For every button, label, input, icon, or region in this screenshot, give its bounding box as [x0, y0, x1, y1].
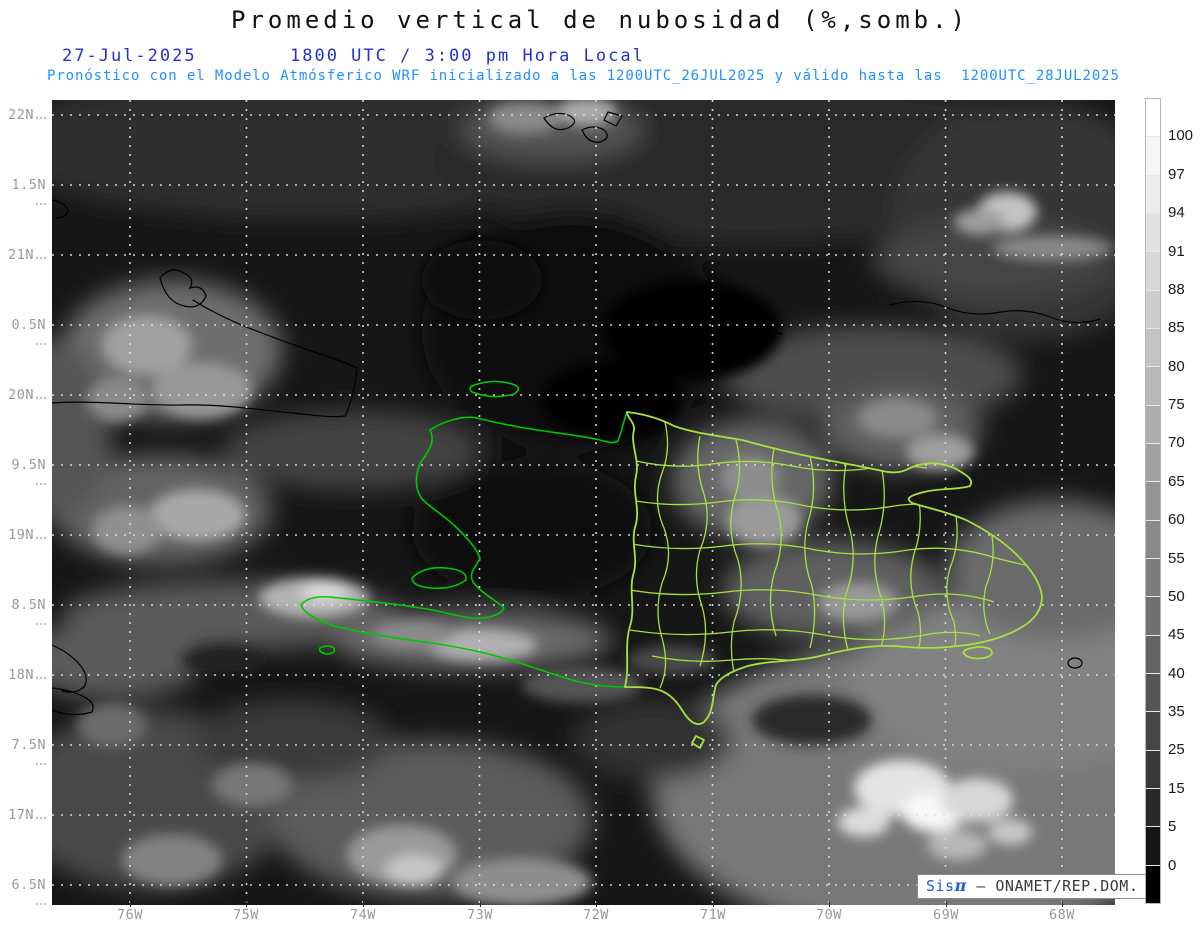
colorbar-label: 75	[1168, 396, 1185, 414]
colorbar-segment	[1146, 252, 1160, 291]
map-area: Sisπ – ONAMET/REP.DOM.	[52, 100, 1148, 905]
lat-label: 7.5N	[0, 737, 46, 769]
colorbar-segment	[1146, 520, 1160, 559]
colorbar-label: 60	[1168, 511, 1185, 529]
lon-tick	[363, 901, 364, 907]
lon-label: 70W	[816, 907, 842, 923]
colorbar-segment	[1146, 99, 1160, 138]
colorbar-segment	[1146, 827, 1160, 866]
colorbar-segment	[1146, 137, 1160, 176]
lon-label: 68W	[1049, 907, 1075, 923]
lon-label: 71W	[700, 907, 726, 923]
cloudiness-colorbar	[1145, 98, 1161, 904]
colorbar-segment	[1146, 788, 1160, 828]
attribution-agency: – ONAMET/REP.DOM.	[966, 877, 1139, 895]
colorbar-segment	[1146, 865, 1160, 903]
colorbar-label: 55	[1168, 549, 1185, 567]
colorbar-label: 94	[1168, 204, 1185, 222]
lat-label: 20N	[0, 387, 46, 403]
page-title: Promedio vertical de nubosidad (%,somb.)	[231, 6, 969, 34]
lon-tick	[829, 901, 830, 907]
colorbar-label: 88	[1168, 280, 1185, 298]
model-init-text: Pronóstico con el Modelo Atmósferico WRF…	[47, 68, 1120, 84]
lon-label: 69W	[933, 907, 959, 923]
black-contours	[52, 111, 1101, 716]
colorbar-label: 0	[1168, 856, 1177, 874]
lon-tick	[480, 901, 481, 907]
lat-label: 9.5N	[0, 457, 46, 489]
lat-label: 1.5N	[0, 177, 46, 209]
colorbar-segment	[1146, 558, 1160, 598]
lon-tick	[713, 901, 714, 907]
colorbar-label: 65	[1168, 472, 1185, 490]
attribution-sis: Sis	[926, 877, 955, 895]
colorbar-segment	[1146, 750, 1160, 789]
colorbar-segment	[1146, 482, 1160, 521]
lat-label: 0.5N	[0, 317, 46, 349]
forecast-time: 1800 UTC / 3:00 pm Hora Local	[290, 46, 645, 66]
lon-label: 75W	[233, 907, 259, 923]
colorbar-label: 15	[1168, 779, 1185, 797]
date-line: 27-Jul-2025 1800 UTC / 3:00 pm Hora Loca…	[0, 46, 1200, 66]
attribution-box: Sisπ – ONAMET/REP.DOM.	[917, 874, 1148, 899]
colorbar-segment	[1146, 213, 1160, 253]
pi-logo-icon: π	[954, 876, 967, 895]
lon-label: 76W	[117, 907, 143, 923]
forecast-date: 27-Jul-2025	[62, 46, 197, 66]
lat-label: 19N	[0, 527, 46, 543]
lat-label: 8.5N	[0, 597, 46, 629]
lon-tick	[246, 901, 247, 907]
colorbar-segment	[1146, 328, 1160, 368]
lon-tick	[1062, 901, 1063, 907]
colorbar-label: 50	[1168, 587, 1185, 605]
colorbar-segment	[1146, 673, 1160, 713]
lat-label: 18N	[0, 667, 46, 683]
lon-label: 74W	[350, 907, 376, 923]
colorbar-label: 35	[1168, 703, 1185, 721]
lat-label: 6.5N	[0, 877, 46, 909]
haiti-coastline	[300, 380, 628, 688]
dr-province-borders	[629, 417, 1042, 689]
colorbar-label: 40	[1168, 664, 1185, 682]
colorbar-segment	[1146, 597, 1160, 636]
map-canvas	[52, 100, 1115, 905]
colorbar-segment	[1146, 367, 1160, 406]
colorbar-segment	[1146, 635, 1160, 674]
lat-label: 22N	[0, 107, 46, 123]
lon-label: 73W	[467, 907, 493, 923]
colorbar-label: 5	[1168, 818, 1177, 836]
colorbar-label: 70	[1168, 434, 1185, 452]
colorbar-label: 91	[1168, 242, 1185, 260]
lon-label: 72W	[583, 907, 609, 923]
colorbar-segment	[1146, 443, 1160, 483]
grid-lines	[52, 100, 1115, 905]
colorbar-label: 100	[1168, 127, 1194, 145]
colorbar-segment	[1146, 405, 1160, 444]
cloud-field-detail	[77, 100, 1112, 905]
colorbar-label: 25	[1168, 741, 1185, 759]
lat-label: 17N	[0, 807, 46, 823]
lat-label: 21N	[0, 247, 46, 263]
colorbar-segment	[1146, 175, 1160, 214]
colorbar-label: 97	[1168, 165, 1185, 183]
colorbar-label: 45	[1168, 626, 1185, 644]
dr-coastline	[624, 411, 1043, 749]
lon-tick	[130, 901, 131, 907]
colorbar-segment	[1146, 290, 1160, 329]
colorbar-label: 80	[1168, 357, 1185, 375]
colorbar-label: 85	[1168, 319, 1185, 337]
lon-tick	[946, 901, 947, 907]
lon-tick	[596, 901, 597, 907]
colorbar-segment	[1146, 712, 1160, 751]
